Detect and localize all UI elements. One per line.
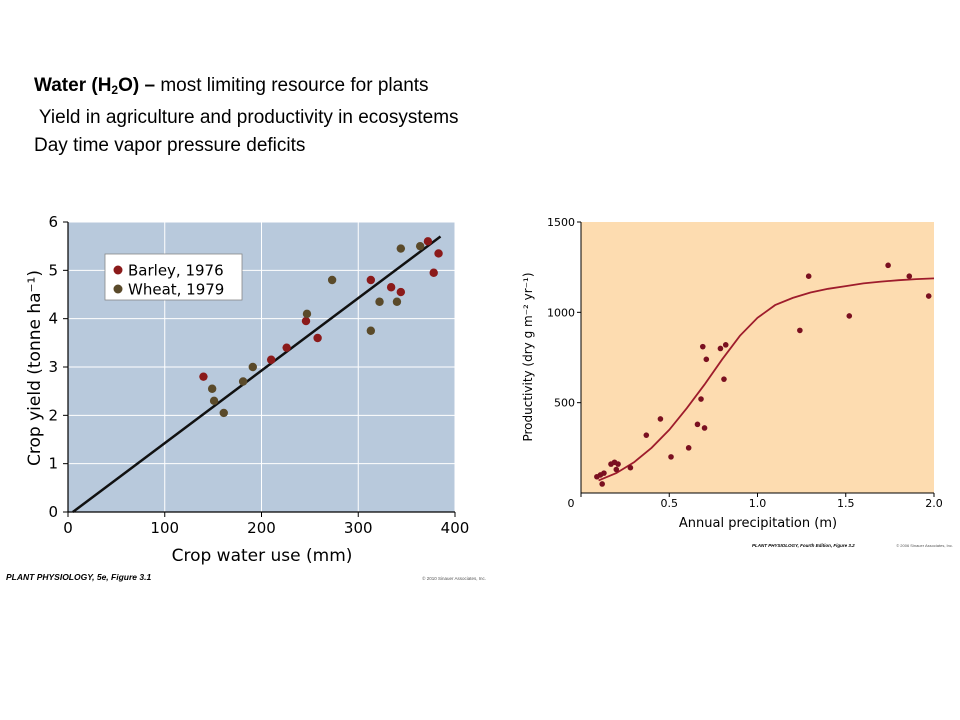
heading-rest: most limiting resource for plants — [155, 75, 429, 96]
chart2-y-axis-label: Productivity (dry g m⁻² yr⁻¹) — [521, 272, 535, 441]
chart2-y-tick-label: 1500 — [547, 216, 575, 229]
chart1-copyright: © 2010 Sinauer Associates, Inc. — [422, 575, 486, 581]
chart2-x-tick-label: 2.0 — [925, 497, 943, 510]
chart1-point-barley — [313, 333, 322, 343]
chart1-point-wheat — [415, 241, 425, 251]
chart2-point — [805, 273, 812, 280]
chart2-point — [722, 342, 729, 348]
chart1-point-barley — [434, 249, 443, 258]
slide-text: Water (H2O) – most limiting resource for… — [34, 72, 459, 160]
chart1-legend-swatch-barley — [113, 265, 123, 275]
chart1-x-tick-label: 400 — [441, 519, 470, 537]
chart2-plot-area — [581, 222, 934, 493]
chart2-point — [721, 376, 727, 382]
chart1-point-wheat — [396, 244, 406, 253]
chart1-x-axis-label: Crop water use (mm) — [172, 546, 353, 566]
chart1-x-tick-label: 200 — [247, 519, 276, 537]
chart1-point-wheat — [238, 377, 248, 386]
chart2-point — [699, 343, 706, 350]
chart2-point — [717, 345, 724, 352]
chart1-point-barley — [301, 316, 311, 326]
chart1-y-tick-label: 5 — [48, 261, 58, 279]
chart1-x-tick-label: 0 — [63, 519, 73, 537]
chart1-point-wheat — [392, 297, 402, 306]
chart1-point-wheat — [207, 384, 217, 393]
chart1-x-tick-label: 300 — [344, 519, 373, 537]
chart1-point-barley — [429, 268, 438, 277]
chart1-point-wheat — [209, 396, 219, 406]
chart2-point — [613, 466, 620, 473]
chart2-x-tick-label: 0.5 — [661, 497, 679, 510]
chart2-point — [685, 445, 692, 451]
chart1-legend-label-wheat: Wheat, 1979 — [128, 281, 224, 299]
chart2-x-tick-label: 0 — [568, 497, 575, 510]
chart1-point-barley — [423, 237, 433, 246]
chart1-trend-line — [72, 235, 442, 514]
chart1-point-wheat — [219, 408, 228, 418]
slide-line-2: Yield in agriculture and productivity in… — [34, 107, 459, 128]
chart2-x-tick-label: 1.0 — [749, 497, 767, 510]
chart1-x-tick-label: 100 — [150, 519, 179, 537]
chart2-point — [657, 416, 664, 422]
chart1-y-tick-label: 3 — [48, 358, 58, 376]
chart1-point-barley — [266, 355, 276, 364]
chart2-point — [615, 461, 621, 467]
chart2-point — [668, 454, 674, 460]
chart2-point — [643, 432, 650, 438]
chart1-y-tick-label: 4 — [48, 310, 58, 328]
chart1-point-barley — [366, 275, 376, 285]
slide-line-3: Day time vapor pressure deficits — [34, 135, 306, 156]
chart2-y-tick-label: 500 — [554, 397, 575, 410]
chart1-y-tick-label: 0 — [48, 503, 58, 521]
chart2-point — [627, 464, 634, 471]
chart2-point — [694, 421, 701, 428]
slide-heading: Water (H2O) – most limiting resource for… — [34, 72, 459, 104]
chart1-point-wheat — [302, 309, 312, 319]
chart2-point — [846, 313, 853, 319]
chart2-point — [701, 425, 708, 431]
chart1-y-tick-label: 1 — [48, 455, 58, 473]
chart2-point — [599, 481, 605, 487]
chart1-point-wheat — [375, 297, 384, 306]
chart2-copyright: © 2006 Sinauer Associates, Inc. — [896, 543, 953, 548]
chart1-point-wheat — [248, 362, 257, 372]
chart1-point-barley — [199, 372, 208, 381]
chart2-caption: PLANT PHYSIOLOGY, Fourth Edition, Figure… — [752, 543, 855, 548]
chart2-y-tick-label: 1000 — [547, 306, 575, 319]
chart2-point — [925, 293, 932, 299]
chart2-x-tick-label: 1.5 — [837, 497, 855, 510]
chart1-legend-label-barley: Barley, 1976 — [128, 262, 224, 280]
chart1-y-tick-label: 2 — [48, 406, 58, 424]
chart2-x-axis-label: Annual precipitation (m) — [679, 516, 837, 531]
chart1-legend-swatch-wheat — [113, 284, 123, 294]
chart2-point — [601, 470, 607, 476]
chart2-fit-curve — [598, 277, 935, 482]
chart1-caption: PLANT PHYSIOLOGY, 5e, Figure 3.1 — [6, 572, 151, 582]
chart2-point — [698, 396, 704, 402]
heading-bold-prefix: Water (H — [34, 75, 112, 96]
chart1-point-barley — [282, 343, 291, 352]
chart2-point — [797, 327, 803, 334]
chart1-point-barley — [386, 283, 396, 292]
chart1-point-wheat — [327, 275, 337, 285]
chart1-legend-box — [104, 253, 243, 301]
chart1-y-tick-label: 6 — [48, 213, 58, 231]
chart1-point-wheat — [366, 326, 376, 335]
heading-subscript: 2 — [111, 83, 119, 97]
chart2-point — [885, 262, 891, 269]
heading-bold-suffix: O) – — [118, 75, 156, 96]
chart1-point-barley — [396, 287, 406, 297]
chart2-point — [906, 273, 913, 280]
chart1-y-axis-label: Crop yield (tonne ha⁻¹) — [25, 270, 45, 466]
chart2-point — [703, 356, 710, 363]
